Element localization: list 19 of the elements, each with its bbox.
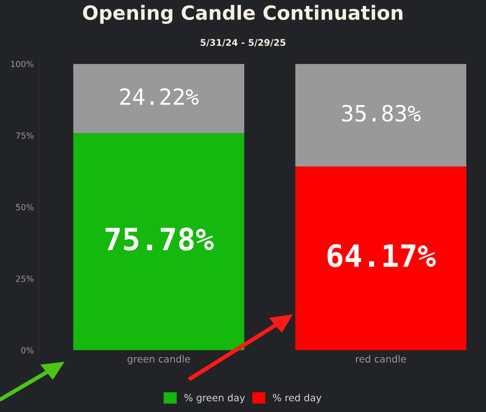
y-tick-label: 100%: [11, 60, 34, 68]
y-tick-label: 25%: [16, 276, 34, 282]
bar: [73, 133, 244, 350]
bar: [295, 64, 466, 166]
data-label: 75.78%: [106, 227, 214, 251]
legend-label: % red day: [272, 394, 322, 404]
y-tick-label: 0%: [21, 347, 34, 354]
chart-subtitle: 5/31/24 - 5/29/25: [200, 39, 286, 47]
x-tick-label: green candle: [128, 355, 190, 364]
data-label: 35.83%: [342, 104, 421, 122]
y-tick-label: 50%: [16, 204, 34, 210]
data-label: 24.22%: [120, 88, 199, 105]
y-tick-label: 75%: [16, 132, 34, 139]
x-tick-label: red candle: [356, 355, 406, 363]
bar: [73, 64, 244, 134]
bar: [295, 166, 466, 350]
data-label: 64.17%: [328, 244, 436, 268]
legend-label: % green day: [184, 394, 245, 404]
chart-title: Opening Candle Continuation: [83, 4, 402, 24]
